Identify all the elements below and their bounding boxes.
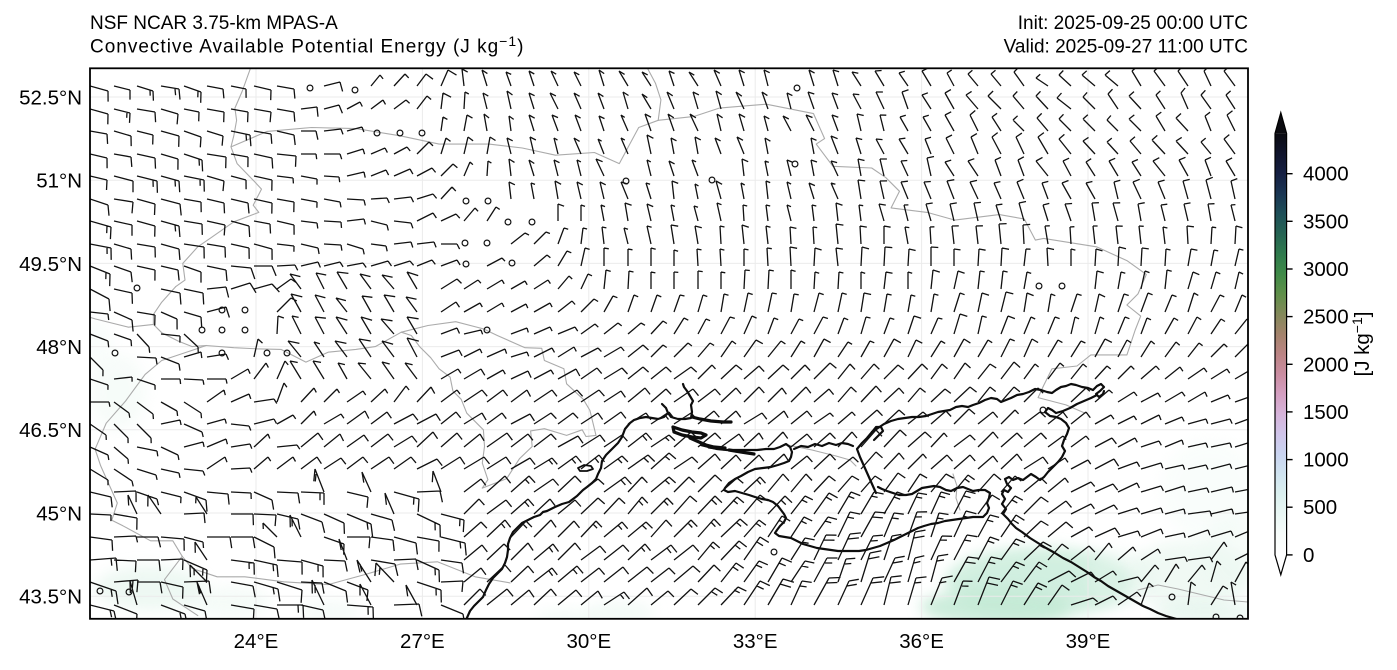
svg-text:0: 0	[1303, 544, 1314, 567]
svg-text:30°E: 30°E	[566, 630, 611, 653]
svg-text:24°E: 24°E	[234, 630, 279, 653]
svg-text:36°E: 36°E	[899, 630, 944, 653]
svg-text:52.5°N: 52.5°N	[19, 86, 82, 109]
svg-text:27°E: 27°E	[400, 630, 445, 653]
svg-text:2500: 2500	[1303, 306, 1349, 329]
svg-text:1000: 1000	[1303, 449, 1349, 472]
svg-text:1500: 1500	[1303, 401, 1349, 424]
svg-text:46.5°N: 46.5°N	[19, 419, 82, 442]
svg-text:39°E: 39°E	[1066, 630, 1111, 653]
svg-text:3000: 3000	[1303, 258, 1349, 281]
svg-text:49.5°N: 49.5°N	[19, 253, 82, 276]
svg-text:Valid: 2025-09-27 11:00 UTC: Valid: 2025-09-27 11:00 UTC	[1004, 36, 1248, 57]
svg-text:43.5°N: 43.5°N	[19, 586, 82, 609]
svg-text:2000: 2000	[1303, 353, 1349, 376]
svg-text:48°N: 48°N	[36, 336, 82, 359]
svg-text:Convective Available Potential: Convective Available Potential Energy (J…	[90, 33, 524, 58]
svg-text:4000: 4000	[1303, 163, 1349, 186]
svg-text:33°E: 33°E	[733, 630, 778, 653]
svg-text:Init: 2025-09-25 00:00 UTC: Init: 2025-09-25 00:00 UTC	[1018, 13, 1248, 34]
svg-text:500: 500	[1303, 496, 1337, 519]
svg-text:[J kg−1]: [J kg−1]	[1349, 312, 1374, 377]
svg-text:NSF NCAR 3.75-km MPAS-A: NSF NCAR 3.75-km MPAS-A	[90, 13, 338, 34]
svg-text:3500: 3500	[1303, 210, 1349, 233]
svg-text:51°N: 51°N	[36, 170, 82, 193]
svg-text:45°N: 45°N	[36, 502, 82, 525]
